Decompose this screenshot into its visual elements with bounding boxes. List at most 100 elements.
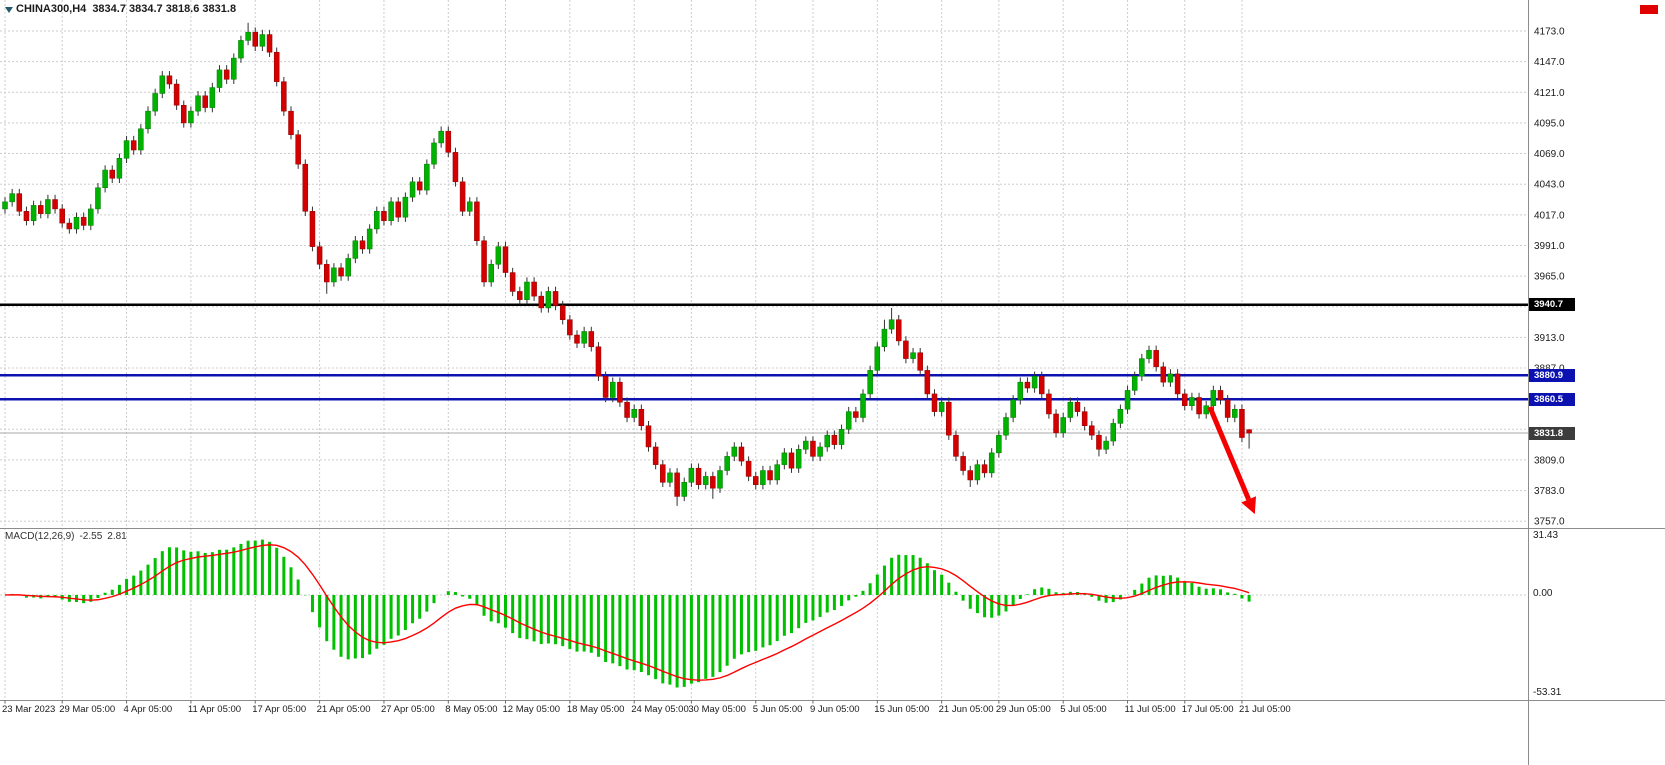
bear-candle [1182, 393, 1188, 406]
bull-candle [424, 163, 430, 191]
bull-candle [1203, 405, 1209, 415]
bear-candle [1224, 399, 1231, 418]
bull-candle [402, 196, 409, 218]
price-axis-label: 4069.0 [1534, 149, 1565, 160]
bull-candle [724, 456, 730, 471]
bear-candle [552, 291, 559, 306]
time-axis-label: 18 May 05:00 [567, 704, 625, 715]
bear-candle [223, 69, 230, 80]
bull-candle [860, 393, 866, 418]
bear-candle [309, 211, 316, 247]
time-axis-label: 17 Jul 05:00 [1182, 704, 1234, 715]
bear-candle [645, 425, 652, 448]
bear-candle [853, 411, 859, 418]
bull-candle [667, 472, 673, 483]
bear-candle [674, 472, 680, 497]
bull-candle [1167, 373, 1174, 383]
bull-candle [774, 464, 780, 481]
price-tag: 3940.7 [1529, 298, 1575, 312]
time-axis-label: 17 Apr 05:00 [252, 704, 306, 715]
bear-candle [767, 470, 773, 481]
price-axis-label: 3913.0 [1534, 333, 1565, 344]
bull-candle [781, 452, 788, 465]
bull-candle [145, 110, 151, 130]
bear-candle [745, 460, 752, 477]
bear-candle [917, 352, 923, 371]
bull-candle [631, 409, 637, 418]
bull-candle [610, 381, 616, 398]
bull-candle [1003, 417, 1009, 436]
macd-signal-line [4, 544, 1250, 681]
bear-candle [66, 222, 73, 230]
price-axis-label: 3757.0 [1534, 517, 1565, 528]
time-axis-label: 29 Mar 05:00 [59, 704, 115, 715]
bear-candle [638, 409, 645, 427]
time-axis-label: 12 May 05:00 [503, 704, 561, 715]
bear-candle [903, 340, 909, 359]
bull-candle [1017, 381, 1024, 401]
time-axis-label: 30 May 05:00 [688, 704, 746, 715]
bear-candle [23, 211, 30, 221]
bear-candle [173, 83, 180, 106]
bear-candle [481, 240, 487, 283]
bear-candle [459, 181, 466, 212]
bull-candle [188, 110, 194, 124]
bull-candle [9, 193, 15, 203]
time-axis-label: 5 Jul 05:00 [1060, 704, 1106, 715]
bear-candle [831, 434, 838, 445]
bear-candle [281, 81, 287, 112]
bear-candle [896, 319, 902, 342]
bear-candle [273, 51, 280, 82]
bear-candle [538, 295, 544, 309]
bull-candle [1117, 409, 1124, 424]
bear-candle [359, 240, 366, 250]
bear-candle [946, 401, 952, 436]
bull-candle [545, 291, 552, 309]
bull-candle [73, 216, 80, 230]
bull-candle [817, 446, 823, 457]
symbol-marker-icon[interactable] [5, 7, 13, 13]
bull-candle [1210, 390, 1217, 406]
trend-arrow-shaft[interactable] [1207, 405, 1251, 501]
trend-arrow-head[interactable] [1241, 496, 1256, 515]
bull-candle [795, 449, 802, 469]
bull-candle [159, 75, 166, 94]
bear-candle [1196, 397, 1202, 415]
price-axis-label: 3809.0 [1534, 455, 1565, 466]
bear-candle [738, 446, 745, 462]
bull-candle [1010, 399, 1016, 418]
bull-candle [888, 319, 895, 330]
bear-candle [1089, 425, 1095, 436]
bear-candle [967, 470, 973, 481]
time-axis-label: 4 Apr 05:00 [124, 704, 173, 715]
price-axis-label: 4095.0 [1534, 118, 1565, 129]
bear-candle [302, 163, 309, 212]
bear-candle [338, 267, 344, 277]
bull-candle [88, 208, 94, 226]
ohlc-readout: 3834.7 3834.7 3818.6 3831.8 [92, 3, 237, 15]
bull-candle [495, 246, 502, 265]
bull-candle [996, 434, 1002, 454]
bull-candle [2, 201, 8, 210]
bear-candle [517, 291, 523, 300]
bear-candle [52, 199, 58, 210]
macd-axis-min-label: -53.31 [1533, 687, 1562, 698]
bull-candle [1031, 376, 1038, 389]
bear-candle [595, 346, 602, 377]
bear-candle [445, 130, 452, 153]
time-axis-label: 8 May 05:00 [445, 704, 497, 715]
bull-candle [845, 411, 852, 430]
bear-candle [80, 216, 87, 226]
bull-candle [1124, 390, 1131, 410]
bull-candle [366, 228, 373, 250]
bear-candle [1074, 401, 1081, 412]
bear-candle [588, 331, 595, 348]
bear-candle [474, 201, 480, 241]
bull-candle [152, 93, 158, 112]
bull-candle [30, 205, 37, 221]
bull-candle [524, 281, 530, 300]
bull-candle [352, 240, 359, 259]
bear-candle [1024, 381, 1031, 389]
